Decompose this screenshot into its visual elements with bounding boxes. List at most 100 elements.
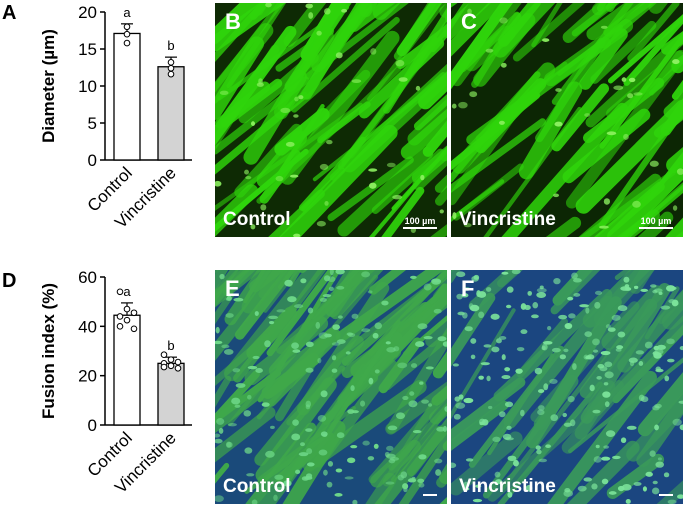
nucleus-spot — [538, 458, 547, 463]
nucleus-spot — [672, 205, 678, 211]
nucleus-spot — [280, 107, 291, 113]
nucleus-spot — [265, 450, 275, 458]
micrograph-b: B Control 100 µm — [215, 3, 447, 237]
nucleus-spot — [260, 204, 267, 211]
nucleus-spot — [549, 378, 558, 384]
scale-bar — [423, 493, 437, 496]
nucleus-spot — [649, 160, 659, 167]
nucleus-spot — [215, 495, 224, 503]
nucleus-spot — [655, 368, 664, 373]
nucleus-spot — [385, 341, 391, 345]
nucleus-spot — [326, 481, 333, 488]
cell-streak — [266, 270, 355, 357]
nucleus-spot — [592, 338, 600, 346]
nucleus-spot — [319, 297, 327, 302]
cell-streak — [411, 83, 447, 184]
nucleus-spot — [625, 498, 631, 504]
cell-streak — [599, 6, 683, 149]
nucleus-spot — [506, 286, 514, 293]
cell-streak — [648, 25, 683, 96]
cell-streak — [425, 270, 447, 348]
nucleus-spot — [246, 473, 255, 477]
nucleus-spot — [427, 403, 433, 407]
cell-streak — [637, 322, 683, 437]
nucleus-spot — [218, 427, 224, 434]
cell-streak — [358, 167, 431, 237]
nucleus-spot — [491, 346, 500, 353]
data-point — [123, 39, 131, 47]
nucleus-spot — [571, 272, 578, 280]
nucleus-spot — [545, 444, 551, 449]
cell-streak — [627, 3, 680, 62]
nucleus-spot — [402, 483, 409, 490]
nucleus-spot — [492, 436, 501, 443]
nucleus-spot — [385, 481, 395, 485]
nucleus-spot — [531, 314, 539, 319]
nucleus-spot — [501, 354, 506, 361]
y-tick-label: 5 — [88, 114, 97, 133]
nucleus-spot — [393, 346, 400, 352]
nucleus-spot — [368, 168, 378, 172]
nucleus-spot — [525, 484, 533, 492]
nucleus-spot — [563, 422, 572, 427]
cell-streak — [269, 124, 398, 237]
nucleus-spot — [293, 233, 301, 237]
nucleus-spot — [620, 286, 631, 291]
nucleus-spot — [418, 454, 427, 460]
cell-streak — [603, 3, 683, 37]
cell-streak — [311, 3, 373, 73]
nucleus-spot — [476, 290, 481, 297]
nucleus-spot — [479, 418, 486, 426]
nucleus-spot — [671, 286, 677, 290]
nucleus-spot — [306, 462, 315, 467]
nucleus-spot — [495, 479, 503, 485]
cell-streak — [531, 3, 591, 48]
y-tick-label: 0 — [88, 416, 97, 435]
nucleus-spot — [605, 324, 611, 329]
nucleus-spot — [417, 478, 425, 483]
nucleus-spot — [423, 335, 433, 340]
nucleus-spot — [374, 322, 382, 330]
nucleus-spot — [490, 313, 500, 320]
nucleus-spot — [219, 273, 225, 280]
nucleus-spot — [607, 327, 616, 332]
cell-streak — [327, 156, 414, 222]
nucleus-spot — [351, 313, 359, 319]
nucleus-spot — [392, 194, 403, 200]
nucleus-spot — [640, 288, 649, 292]
nucleus-spot — [603, 445, 610, 449]
nucleus-spot — [228, 423, 237, 427]
nucleus-spot — [486, 375, 491, 382]
y-tick-label: 20 — [78, 367, 97, 386]
panel-letter-a: A — [2, 2, 17, 24]
nucleus-spot — [603, 382, 609, 386]
nucleus-spot — [231, 397, 241, 405]
nucleus-spot — [667, 358, 675, 363]
cell-streak — [526, 296, 622, 449]
nucleus-spot — [655, 461, 664, 468]
nucleus-spot — [667, 499, 677, 504]
nucleus-spot — [287, 296, 297, 303]
cell-streak — [330, 270, 400, 320]
nucleus-spot — [554, 121, 563, 127]
nucleus-spot — [516, 347, 525, 352]
cell-streak — [317, 101, 371, 144]
nucleus-spot — [467, 8, 472, 15]
nucleus-spot — [462, 287, 471, 291]
nucleus-spot — [463, 397, 474, 404]
nucleus-spot — [601, 456, 611, 461]
nucleus-spot — [352, 499, 358, 504]
nucleus-spot — [596, 375, 602, 380]
nucleus-spot — [435, 469, 442, 476]
nucleus-spot — [368, 377, 374, 385]
myotube-texture — [451, 3, 683, 237]
nucleus-spot — [652, 480, 658, 485]
cell-streak — [552, 270, 627, 306]
cell-streak — [577, 181, 665, 237]
cell-streak — [451, 400, 509, 474]
nucleus-spot — [463, 223, 472, 228]
nucleus-spot — [507, 491, 513, 498]
image-letter-b: B — [225, 9, 241, 34]
nucleus-spot — [553, 277, 561, 285]
nucleus-spot — [226, 441, 233, 448]
